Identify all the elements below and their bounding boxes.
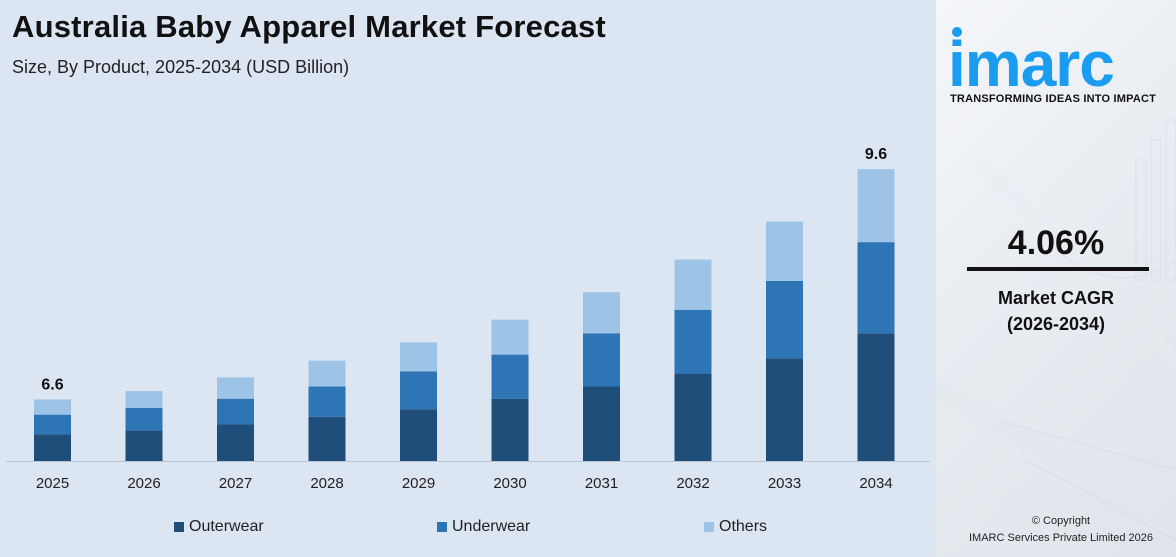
- legend-swatch: [437, 522, 447, 532]
- x-tick-label: 2032: [676, 475, 709, 492]
- brand-tagline: TRANSFORMING IDEAS INTO IMPACT: [950, 93, 1157, 105]
- chart-subtitle: Size, By Product, 2025-2034 (USD Billion…: [12, 57, 350, 77]
- stacked-bar-chart: 2025 2026 2027 2028 2029 2030 2031 2032 2033 2034…: [6, 146, 930, 492]
- bar-others-2029: [400, 342, 437, 372]
- x-tick-label: 2034: [859, 475, 892, 492]
- bar-outerwear-2032: [674, 373, 712, 461]
- cagr-divider: [967, 267, 1149, 271]
- bar-outerwear-2025: [34, 434, 71, 461]
- x-tick-label: 2025: [36, 475, 69, 492]
- bar-underwear-2029: [400, 371, 437, 410]
- data-label-2025: 6.6: [41, 376, 63, 393]
- bar-outerwear-2026: [125, 430, 163, 461]
- bar-underwear-2031: [583, 333, 620, 387]
- legend-swatch: [174, 522, 184, 532]
- bar-others-2034: [857, 169, 895, 243]
- logo-text: imarc: [948, 28, 1114, 92]
- bar-outerwear-2031: [583, 386, 620, 461]
- x-tick-label: 2033: [768, 475, 801, 492]
- bar-others-2031: [583, 292, 620, 334]
- bar-underwear-2032: [674, 309, 712, 374]
- bar-others-2025: [34, 399, 71, 415]
- bar-others-2027: [217, 377, 254, 399]
- legend-label: Outerwear: [189, 518, 264, 535]
- cagr-label-line1: Market CAGR: [997, 288, 1115, 308]
- decorative-background-graphic: [936, 119, 1176, 541]
- x-tick-label: 2029: [402, 475, 435, 492]
- bar-underwear-2030: [491, 354, 529, 399]
- bar-outerwear-2029: [400, 409, 437, 461]
- bar-others-2026: [125, 391, 163, 408]
- bar-others-2033: [766, 221, 803, 281]
- bar-outerwear-2030: [491, 398, 529, 461]
- bar-others-2028: [308, 360, 346, 387]
- legend-item-others: Others: [704, 518, 767, 536]
- bar-underwear-2028: [308, 386, 346, 417]
- bar-underwear-2034: [857, 242, 895, 334]
- cagr-value: 4.06%: [1007, 224, 1105, 262]
- bar-underwear-2026: [125, 407, 163, 431]
- bar-others-2032: [674, 259, 712, 310]
- legend-item-outerwear: Outerwear: [174, 518, 264, 536]
- bar-outerwear-2034: [857, 333, 895, 461]
- bar-underwear-2027: [217, 398, 254, 425]
- x-tick-label: 2031: [585, 475, 618, 492]
- data-label-2034: 9.6: [865, 146, 887, 163]
- x-tick-label: 2026: [127, 475, 160, 492]
- chart-legend: Outerwear Underwear Others: [0, 518, 936, 540]
- brand-panel: imarc TRANSFORMING IDEAS INTO IMPACT 4.0…: [936, 0, 1176, 557]
- legend-item-underwear: Underwear: [437, 518, 530, 536]
- copyright-line1: © Copyright: [1031, 515, 1091, 527]
- copyright-line2: IMARC Services Private Limited 2026: [968, 532, 1153, 544]
- cagr-label: Market CAGR (2026-2034): [936, 285, 1176, 337]
- bar-outerwear-2027: [217, 424, 254, 461]
- bar-outerwear-2033: [766, 358, 803, 461]
- x-tick-label: 2027: [219, 475, 252, 492]
- bar-underwear-2025: [34, 414, 71, 435]
- bar-outerwear-2028: [308, 416, 346, 461]
- chart-title: Australia Baby Apparel Market Forecast: [12, 9, 606, 44]
- x-tick-label: 2028: [310, 475, 343, 492]
- chart-panel: Australia Baby Apparel Market Forecast S…: [0, 9, 936, 540]
- x-tick-label: 2030: [493, 475, 526, 492]
- legend-swatch: [704, 522, 714, 532]
- cagr-label-line2: (2026-2034): [1006, 314, 1106, 334]
- bar-underwear-2033: [766, 280, 803, 359]
- legend-label: Underwear: [452, 518, 531, 535]
- logo-dot-icon: [952, 27, 962, 37]
- legend-label: Others: [719, 518, 768, 535]
- imarc-logo: imarc: [948, 27, 1115, 92]
- bar-others-2030: [491, 319, 529, 355]
